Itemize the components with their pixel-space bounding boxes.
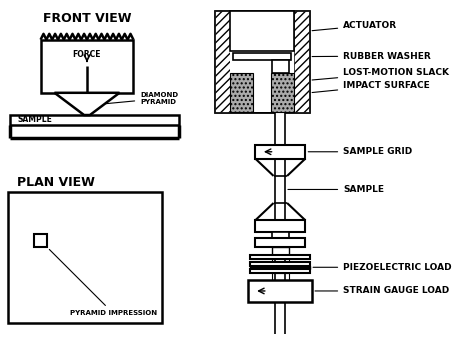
Text: SAMPLE: SAMPLE	[18, 116, 52, 124]
Text: SAMPLE GRID: SAMPLE GRID	[308, 147, 412, 156]
Text: PIEZOELECTRIC LOAD: PIEZOELECTRIC LOAD	[313, 263, 452, 272]
Text: FRONT VIEW: FRONT VIEW	[43, 12, 131, 25]
Text: RUBBER WASHER: RUBBER WASHER	[312, 52, 431, 61]
Bar	[215, 11, 230, 112]
Bar	[250, 266, 310, 269]
Bar	[230, 11, 294, 51]
Bar	[294, 11, 310, 112]
Bar	[233, 53, 291, 60]
Bar	[272, 272, 289, 280]
Bar	[275, 112, 285, 334]
Text: ACTUATOR: ACTUATOR	[312, 21, 397, 31]
Text: PYRAMID IMPRESSION: PYRAMID IMPRESSION	[49, 250, 157, 316]
Bar	[34, 234, 47, 247]
Bar	[255, 145, 305, 159]
Bar	[272, 258, 289, 263]
Bar	[255, 238, 305, 247]
Bar	[9, 115, 179, 125]
Text: IMPACT SURFACE: IMPACT SURFACE	[312, 81, 430, 93]
Bar	[230, 11, 294, 112]
Bar	[250, 269, 310, 272]
Bar	[272, 247, 289, 255]
Bar	[215, 11, 310, 112]
Bar	[272, 232, 289, 238]
Text: STRAIN GAUGE LOAD: STRAIN GAUGE LOAD	[315, 286, 449, 295]
Bar	[271, 73, 294, 112]
Polygon shape	[55, 93, 119, 115]
Bar	[272, 60, 289, 73]
Bar	[250, 255, 310, 259]
Bar	[248, 280, 312, 302]
Bar	[230, 73, 253, 112]
Bar	[41, 40, 133, 93]
Text: DIAMOND
PYRAMID: DIAMOND PYRAMID	[106, 92, 178, 105]
Bar	[8, 192, 163, 323]
Bar	[255, 220, 305, 232]
Bar	[250, 262, 310, 266]
Text: FORCE: FORCE	[73, 50, 101, 59]
Text: SAMPLE: SAMPLE	[288, 185, 384, 194]
Text: PLAN VIEW: PLAN VIEW	[17, 176, 95, 189]
Text: LOST-MOTION SLACK: LOST-MOTION SLACK	[312, 68, 449, 80]
